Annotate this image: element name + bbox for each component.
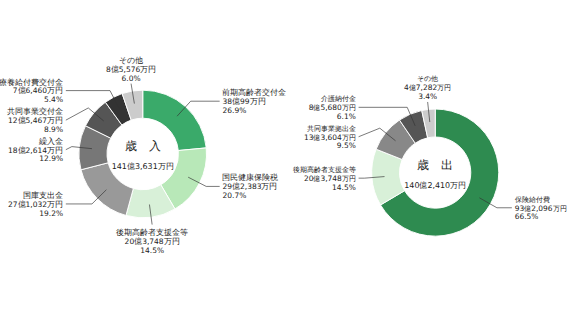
label-line: 保険給付費 xyxy=(515,195,550,204)
slice-label: 療養給付費交付金7億6,460万円5.4% xyxy=(0,78,119,109)
subtitle: 140億2,410万円 xyxy=(404,181,466,190)
slices xyxy=(372,109,499,236)
label-line: その他 xyxy=(417,74,438,83)
label-line: 8億5,576万円 xyxy=(106,65,156,74)
leader-line xyxy=(66,147,92,150)
label-line: 6.1% xyxy=(337,112,356,121)
label-line: 18億2,614万円 xyxy=(8,146,63,155)
slice-label: 後期高齢者支援金等20億3,748万円14.5% xyxy=(116,205,188,255)
labels: 前期高齢者交付金38億99万円26.9% 国民健康保険税29億2,383万円20.… xyxy=(0,56,286,255)
slice xyxy=(122,90,143,120)
label-line: 14.5% xyxy=(332,183,356,192)
leader-line xyxy=(66,190,107,204)
pie-chart: 歳 出 140億2,410万円保険給付費93億2,096万円66.5% 後期高齢者支… xyxy=(293,74,567,236)
slice-label: その他8億5,576万円6.0% xyxy=(106,56,156,104)
slice-label: 保険給付費93億2,096万円66.5% xyxy=(479,195,566,222)
slice xyxy=(422,109,435,138)
slice-label: 後期高齢者支援金等20億3,748万円14.5% xyxy=(293,165,385,192)
label-line: 6.0% xyxy=(122,74,141,83)
label-line: 療養給付費交付金 xyxy=(0,78,63,87)
chart-root: 歳 入 141億3,631万円 前期高齢者交付金38億99万円26.9% 国民健康保険… xyxy=(0,0,571,311)
leader-line xyxy=(359,177,385,179)
label-line: 繰入金 xyxy=(38,137,63,146)
slice-label: 前期高齢者交付金38億99万円26.9% xyxy=(177,88,286,116)
label-line: 29億2,383万円 xyxy=(222,182,277,191)
slice-label: 共同事業交付金12億5,467万円8.9% xyxy=(7,107,104,134)
label-line: 14.5% xyxy=(140,246,164,255)
label-line: 66.5% xyxy=(515,212,539,221)
label-line: 介護納付金 xyxy=(321,94,356,103)
leader-line xyxy=(131,84,134,104)
label-line: 12億5,467万円 xyxy=(8,116,63,125)
slice-label: 繰入金18億2,614万円12.9% xyxy=(8,137,92,164)
label-line: 後期高齢者支援金等 xyxy=(293,165,356,174)
chart-svg: 歳 入 141億3,631万円 前期高齢者交付金38億99万円26.9% 国民健康保険… xyxy=(0,0,571,311)
label-line: 19.2% xyxy=(39,209,63,218)
label-line: 20億3,748万円 xyxy=(304,174,356,183)
slices xyxy=(79,90,207,218)
label-line: 前期高齢者交付金 xyxy=(222,88,286,97)
label-line: 国庫支出金 xyxy=(23,191,63,200)
slice-label: 介護納付金8億5,680万円6.1% xyxy=(309,94,416,126)
label-line: 7億6,460万円 xyxy=(13,86,63,95)
leader-line xyxy=(66,91,119,109)
label-line: 12.9% xyxy=(39,154,63,163)
slice-label: 国民健康保険税29億2,383万円20.7% xyxy=(188,173,278,200)
label-line: 20.7% xyxy=(222,191,246,200)
label-line: 4億7,282万円 xyxy=(404,83,451,92)
label-line: 共同事業交付金 xyxy=(7,107,63,116)
leader-line xyxy=(66,108,104,121)
labels: 保険給付費93億2,096万円66.5%後期高齢者支援金等20億3,748万円1… xyxy=(293,74,567,221)
label-line: 27億1,032万円 xyxy=(8,200,63,209)
leader-line xyxy=(479,198,511,208)
title: 歳 出 xyxy=(417,158,453,172)
label-line: 3.4% xyxy=(418,92,437,101)
label-line: 8億5,680万円 xyxy=(309,103,356,112)
label-line: 13億3,604万円 xyxy=(304,133,356,142)
leader-line xyxy=(188,177,219,186)
slice-label: その他4億7,282万円3.4% xyxy=(404,74,451,122)
label-line: 93億2,096万円 xyxy=(515,204,567,213)
pie-chart: 歳 入 141億3,631万円 前期高齢者交付金38億99万円26.9% 国民健康保険… xyxy=(0,56,286,255)
leader-line xyxy=(149,205,152,225)
label-line: 5.4% xyxy=(44,95,63,104)
label-line: 国民健康保険税 xyxy=(222,173,278,182)
label-line: 20億3,748万円 xyxy=(125,237,180,246)
leader-line xyxy=(359,107,416,126)
label-line: 9.5% xyxy=(337,141,356,150)
label-line: 38億99万円 xyxy=(222,97,265,106)
label-line: 8.9% xyxy=(44,125,63,134)
label-line: 後期高齢者支援金等 xyxy=(116,228,188,237)
label-line: その他 xyxy=(119,56,143,65)
label-line: 共同事業拠出金 xyxy=(307,124,356,133)
slice-label: 共同事業拠出金13億3,604万円9.5% xyxy=(304,124,396,151)
slice-label: 国庫支出金27億1,032万円19.2% xyxy=(8,190,106,218)
leader-line xyxy=(428,102,430,122)
title: 歳 入 xyxy=(125,139,161,153)
leader-line xyxy=(177,101,220,116)
leader-line xyxy=(359,128,396,141)
subtitle: 141億3,631万円 xyxy=(112,162,174,171)
label-line: 26.9% xyxy=(222,106,246,115)
